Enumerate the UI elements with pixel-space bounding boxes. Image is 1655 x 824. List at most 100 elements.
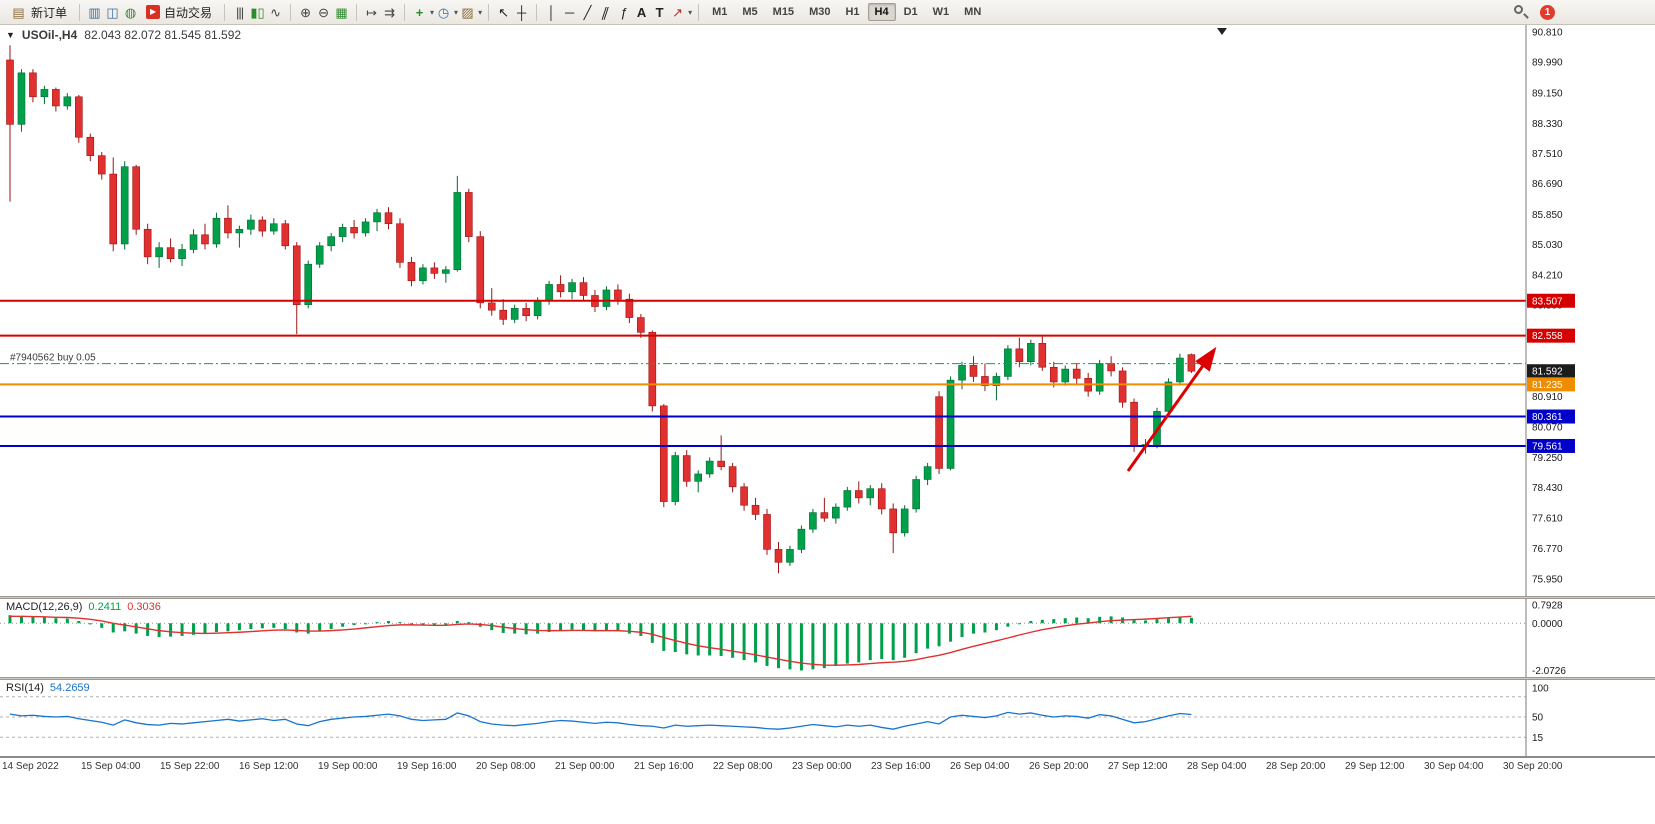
notification-badge[interactable]: 1 <box>1540 4 1555 20</box>
candle <box>327 236 335 247</box>
macd-panel[interactable]: 0.7928 0.0000 -2.0726 MACD(12,26,9) 0.2411… <box>0 599 1655 677</box>
timeframe-button-w1[interactable]: W1 <box>932 6 950 18</box>
indicators-icon[interactable]: + <box>415 4 424 20</box>
timeframe-button-h1[interactable]: H1 <box>845 6 860 18</box>
autotrading-button[interactable]: ▶ 自动交易 <box>140 2 218 23</box>
rsi-chart-canvas[interactable]: 100 50 15 <box>0 680 1655 756</box>
auto-scroll-icon[interactable]: ↦ <box>366 4 377 20</box>
terminal-icon[interactable]: ◍ <box>124 4 137 20</box>
text-label-icon[interactable]: T <box>655 4 664 20</box>
text-icon[interactable]: A <box>636 4 647 20</box>
vertical-line-icon[interactable]: │ <box>547 4 556 20</box>
toolbar-right-group: 1 <box>1513 4 1555 21</box>
horizontal-line-icon[interactable]: ─ <box>564 4 575 20</box>
macd-signal-line <box>10 615 1192 666</box>
chart-shift-icon[interactable]: ⇉ <box>384 4 395 20</box>
rsi-panel[interactable]: 100 50 15 RSI(14) 54.2659 <box>0 680 1655 756</box>
time-axis-separator <box>0 756 1655 758</box>
new-order-button[interactable]: ▤ 新订单 <box>4 2 73 23</box>
timeframe-button-m5[interactable]: M5 <box>742 6 758 18</box>
candle <box>407 262 416 282</box>
trendline-icon[interactable]: ╱ <box>583 4 592 20</box>
trend-arrow-object[interactable] <box>1126 346 1217 472</box>
candle <box>224 217 232 234</box>
candle <box>29 72 37 98</box>
rsi-line <box>9 711 1192 730</box>
fibonacci-icon[interactable]: ƒ <box>619 4 628 20</box>
price-tag-label: 80.361 <box>1532 412 1563 423</box>
time-axis-label: 26 Sep 04:00 <box>950 761 1010 772</box>
timeframe-button-d1[interactable]: D1 <box>903 6 918 18</box>
time-axis-label: 21 Sep 00:00 <box>555 761 615 772</box>
candle <box>659 405 668 502</box>
macd-histogram-bar <box>1017 623 1021 625</box>
crosshair-icon[interactable]: ┼ <box>516 4 527 20</box>
panel-splitter[interactable] <box>0 596 1655 599</box>
bars-chart-icon[interactable]: ||| <box>235 4 244 20</box>
zoom-in-icon[interactable]: ⊕ <box>300 4 311 20</box>
tile-windows-icon[interactable]: ▦ <box>335 4 348 20</box>
candle <box>442 269 450 274</box>
candle <box>728 466 737 488</box>
macd-histogram-bar <box>203 623 207 634</box>
search-icon[interactable] <box>1513 4 1530 21</box>
macd-histogram-bar <box>295 623 299 633</box>
periods-icon[interactable]: ◷ <box>437 4 450 20</box>
navigator-icon[interactable]: ◫ <box>106 4 119 20</box>
candle <box>487 302 496 311</box>
price-axis-label: 85.850 <box>1532 210 1563 221</box>
zoom-out-icon[interactable]: ⊖ <box>318 4 329 20</box>
macd-histogram-bar <box>1052 619 1056 624</box>
timeframe-button-m30[interactable]: M30 <box>809 6 831 18</box>
macd-histogram-bar <box>593 623 597 632</box>
macd-histogram-bar <box>650 623 654 643</box>
candle <box>981 376 989 386</box>
chevron-down-icon[interactable]: ▾ <box>478 7 483 17</box>
price-tag-label: 83.507 <box>1532 296 1563 307</box>
candle <box>889 508 897 534</box>
templates-icon[interactable]: ▨ <box>461 4 474 20</box>
one-click-trading-icon[interactable]: ▼ <box>6 30 15 40</box>
toolbar: ▤ 新订单 ▥ ◫ ◍ ▶ 自动交易 ||| ▮▯ ∿ ⊕ ⊖ ▦ ↦ ⇉ + … <box>0 0 1655 25</box>
toolbar-separator <box>698 3 700 21</box>
main-chart-panel[interactable]: #7940562 buy 0.05 90.810 89.990 89.150 88.33… <box>0 25 1655 596</box>
timeframe-button-m1[interactable]: M1 <box>712 6 728 18</box>
candle <box>396 223 404 263</box>
macd-chart-canvas[interactable]: 0.7928 0.0000 -2.0726 <box>0 599 1655 677</box>
candle <box>361 221 370 234</box>
candle <box>958 365 966 381</box>
price-axis-label: 77.610 <box>1532 513 1563 524</box>
timeframe-button-m15[interactable]: M15 <box>772 6 795 18</box>
candlestick-chart-canvas[interactable]: #7940562 buy 0.05 90.810 89.990 89.150 88.33… <box>0 25 1655 596</box>
toolbar-separator <box>488 3 490 21</box>
chevron-down-icon[interactable]: ▾ <box>454 7 459 17</box>
chevron-down-icon[interactable]: ▾ <box>430 7 435 17</box>
candle <box>832 506 840 519</box>
search-handle <box>1523 12 1529 19</box>
time-axis[interactable]: 14 Sep 2022 15 Sep 04:00 15 Sep 22:00 16 Se… <box>0 758 1655 776</box>
timeframe-button-mn[interactable]: MN <box>964 6 982 18</box>
line-chart-icon[interactable]: ∿ <box>270 4 281 20</box>
time-axis-label: 15 Sep 04:00 <box>81 761 141 772</box>
cursor-icon[interactable]: ↖ <box>498 4 510 20</box>
candle <box>843 490 852 508</box>
price-axis-label: 78.430 <box>1532 483 1563 494</box>
arrows-icon[interactable]: ↗ <box>672 4 684 20</box>
macd-histogram-bar <box>926 623 930 649</box>
time-axis-label: 14 Sep 2022 <box>2 761 59 772</box>
timeframe-button-h4[interactable]: H4 <box>867 3 896 21</box>
channel-icon[interactable]: ∥ <box>599 4 612 20</box>
chevron-down-icon[interactable]: ▾ <box>688 7 693 17</box>
chart-shift-marker[interactable] <box>1217 28 1227 35</box>
price-tag <box>1527 438 1575 453</box>
time-axis-label: 23 Sep 00:00 <box>792 761 852 772</box>
candlestick-chart-icon[interactable]: ▮▯ <box>250 4 265 20</box>
candle <box>258 219 267 232</box>
macd-histogram-bar <box>54 618 58 624</box>
macd-histogram-bar <box>983 623 987 633</box>
market-watch-icon[interactable]: ▥ <box>88 4 101 20</box>
candle <box>419 267 427 282</box>
panel-splitter[interactable] <box>0 677 1655 680</box>
candle <box>751 504 760 515</box>
macd-histogram-bar <box>685 623 689 655</box>
